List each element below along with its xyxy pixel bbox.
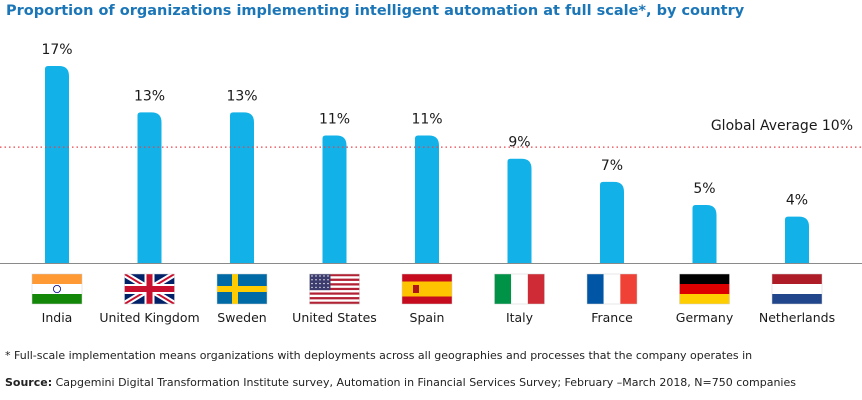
- value-label-france: 7%: [601, 158, 623, 174]
- bar-spain: [415, 135, 439, 263]
- category-label-germany: Germany: [676, 310, 734, 325]
- footnote: * Full-scale implementation means organi…: [5, 349, 753, 362]
- spain-flag-icon: [401, 273, 453, 305]
- value-label-italy: 9%: [508, 135, 530, 151]
- bar-italy: [507, 158, 532, 263]
- category-label-sweden: Sweden: [217, 310, 266, 325]
- category-label-france: France: [591, 310, 633, 325]
- category-label-netherlands: Netherlands: [759, 310, 835, 325]
- sweden-flag-icon: [216, 273, 268, 305]
- category-label-italy: Italy: [506, 310, 534, 325]
- usa-flag-icon: [309, 273, 360, 305]
- france-flag-icon: [586, 273, 638, 305]
- bar-chart: 17% 13% 13% 11% 11% 9% 7% 5% 4% Global Average 1…: [0, 42, 862, 325]
- reference-line-group: Global Average 10%: [0, 118, 862, 148]
- global-average-label: Global Average 10%: [711, 118, 853, 134]
- source-note: Source: Capgemini Digital Transformation…: [5, 376, 796, 389]
- bar-france: [600, 181, 624, 263]
- value-label-germany: 5%: [693, 181, 715, 197]
- bar-sweden: [230, 112, 254, 264]
- source-label: Source:: [5, 376, 53, 389]
- india-flag-icon: [31, 273, 83, 305]
- value-label-united-states: 11%: [319, 112, 350, 128]
- uk-flag-icon: [124, 273, 175, 305]
- value-label-sweden: 13%: [226, 88, 257, 104]
- bar-netherlands: [785, 216, 809, 263]
- category-label-united-states: United States: [292, 310, 377, 325]
- value-label-united-kingdom: 13%: [134, 88, 165, 104]
- value-label-spain: 11%: [411, 112, 442, 128]
- category-labels-group: India United Kingdom Sweden United States Sp…: [42, 310, 835, 325]
- category-label-india: India: [42, 310, 73, 325]
- bar-germany: [692, 205, 717, 263]
- netherlands-flag-icon: [771, 273, 823, 305]
- flags-group: [31, 273, 823, 305]
- bars-group: 17% 13% 13% 11% 11% 9% 7% 5% 4%: [41, 42, 809, 264]
- italy-flag-icon: [494, 273, 545, 305]
- category-label-spain: Spain: [410, 310, 445, 325]
- germany-flag-icon: [679, 273, 730, 305]
- bar-united-kingdom: [137, 112, 162, 264]
- category-label-united-kingdom: United Kingdom: [99, 310, 199, 325]
- bar-united-states: [322, 135, 347, 263]
- source-text: Capgemini Digital Transformation Institu…: [52, 376, 796, 389]
- value-label-india: 17%: [41, 42, 72, 58]
- chart-title: Proportion of organizations implementing…: [6, 3, 745, 19]
- value-label-netherlands: 4%: [786, 193, 808, 209]
- bar-india: [45, 66, 69, 263]
